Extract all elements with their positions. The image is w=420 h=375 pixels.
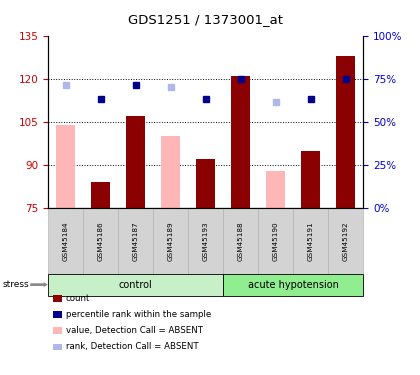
Bar — [231, 76, 250, 208]
Text: count: count — [66, 294, 90, 303]
Text: GSM45193: GSM45193 — [203, 221, 209, 261]
Text: GDS1251 / 1373001_at: GDS1251 / 1373001_at — [128, 13, 284, 26]
Text: percentile rank within the sample: percentile rank within the sample — [66, 310, 211, 319]
Text: GSM45189: GSM45189 — [168, 221, 174, 261]
Text: rank, Detection Call = ABSENT: rank, Detection Call = ABSENT — [66, 342, 199, 351]
Bar — [336, 56, 355, 208]
Text: GSM45191: GSM45191 — [308, 221, 314, 261]
Text: acute hypotension: acute hypotension — [248, 280, 339, 290]
Bar — [301, 151, 320, 208]
Text: GSM45184: GSM45184 — [63, 221, 69, 261]
Text: GSM45188: GSM45188 — [238, 221, 244, 261]
Bar — [266, 171, 286, 208]
Text: control: control — [119, 280, 153, 290]
Text: value, Detection Call = ABSENT: value, Detection Call = ABSENT — [66, 326, 203, 335]
Text: stress: stress — [2, 280, 29, 289]
Text: GSM45192: GSM45192 — [343, 221, 349, 261]
Bar — [161, 136, 181, 208]
Text: GSM45186: GSM45186 — [98, 221, 104, 261]
Text: GSM45187: GSM45187 — [133, 221, 139, 261]
Bar — [56, 125, 76, 208]
Bar — [91, 182, 110, 208]
Bar — [196, 159, 215, 208]
Bar — [126, 116, 145, 208]
Text: GSM45190: GSM45190 — [273, 221, 279, 261]
